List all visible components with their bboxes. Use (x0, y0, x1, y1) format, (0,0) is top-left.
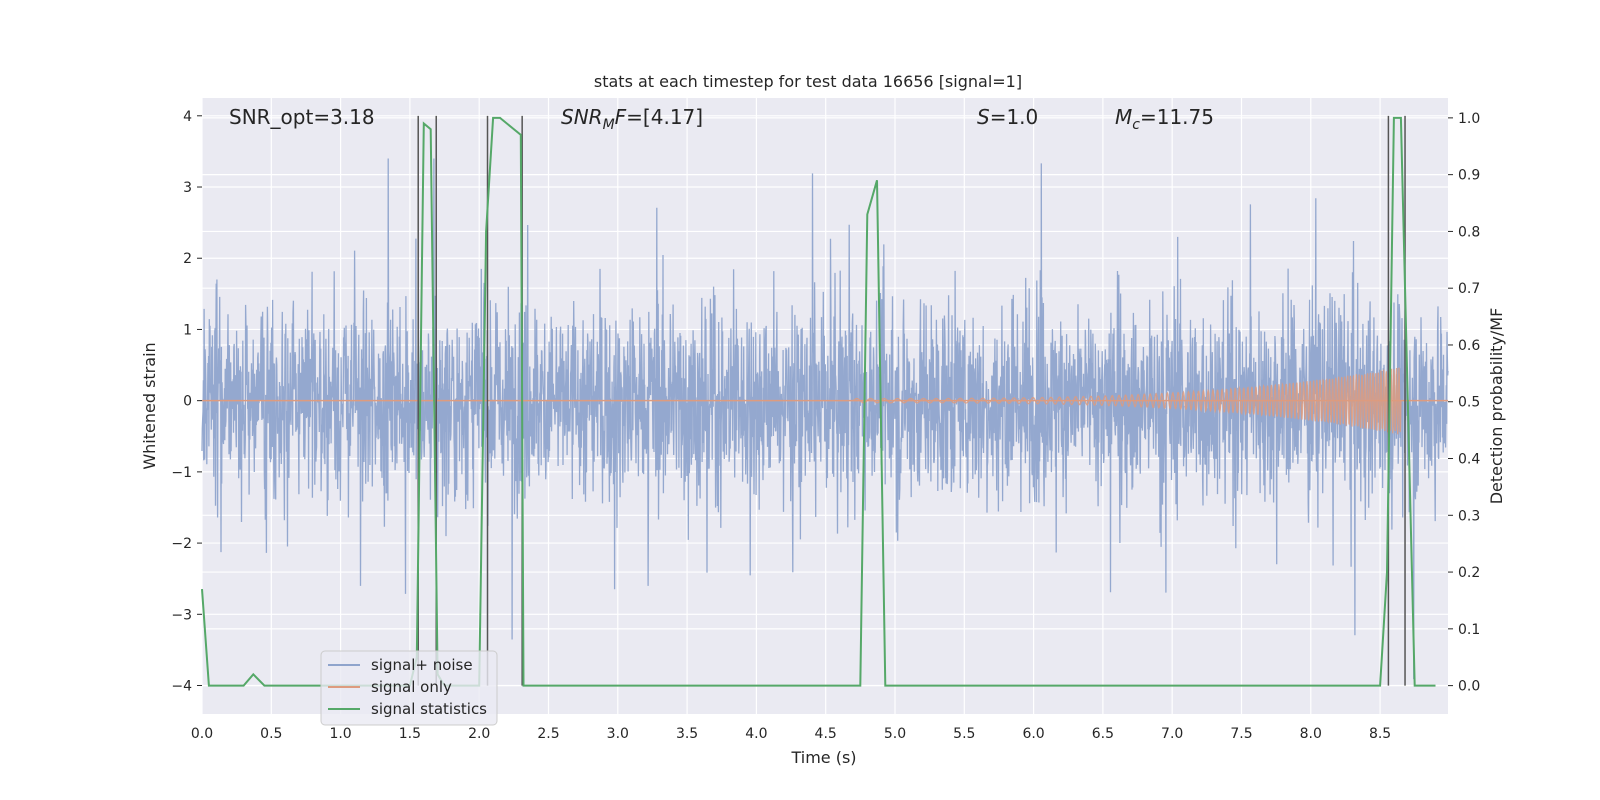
x-tick-label: 6.5 (1092, 726, 1114, 742)
x-tick-label: 7.5 (1230, 726, 1252, 742)
y-left-tick-label: 1 (183, 322, 192, 338)
legend-label-signal-only: signal only (371, 678, 452, 696)
x-tick-label: 2.0 (468, 726, 490, 742)
x-tick-label: 3.5 (676, 726, 698, 742)
s-annotation: S=1.0 (977, 105, 1038, 129)
mc-annotation: Mc=11.75 (1115, 105, 1214, 133)
y-right-tick-label: 0.2 (1458, 565, 1480, 581)
legend-label-signal-statistics: signal statistics (371, 700, 487, 718)
y-right-tick-label: 1.0 (1458, 111, 1480, 127)
chart-title: stats at each timestep for test data 166… (594, 72, 1022, 91)
y-left-tick-label: −2 (171, 536, 192, 552)
legend-box (320, 650, 498, 726)
y-left-tick-labels: −4 −3 −2 −1 0 1 2 3 4 (171, 109, 202, 695)
x-axis-label: Time (s) (790, 748, 856, 767)
x-tick-label: 0.5 (260, 726, 282, 742)
x-tick-label: 4.0 (745, 726, 767, 742)
svg-text:Mc=11.75: Mc=11.75 (1115, 105, 1214, 133)
snr-opt-annotation: SNR_opt=3.18 (229, 105, 375, 129)
x-tick-label: 8.0 (1300, 726, 1322, 742)
signal-only-chirp (852, 367, 1402, 435)
y-right-tick-label: 0.0 (1458, 679, 1480, 695)
x-tick-label: 8.5 (1369, 726, 1391, 742)
y-left-tick-label: −1 (171, 465, 192, 481)
svg-text:SNRMF=[4.17]: SNRMF=[4.17] (561, 105, 703, 133)
signal-only-series (202, 367, 1448, 435)
x-tick-label: 1.5 (399, 726, 421, 742)
signal-statistics-series (201, 116, 1436, 687)
y-left-tick-label: −4 (171, 679, 192, 695)
x-tick-label: 2.5 (537, 726, 559, 742)
x-tick-label: 1.0 (329, 726, 351, 742)
snr-mf-annotation: SNRMF=[4.17] (561, 105, 703, 133)
x-tick-label: 7.0 (1161, 726, 1183, 742)
x-tick-label: 5.5 (953, 726, 975, 742)
y-right-tick-label: 0.3 (1458, 508, 1480, 524)
x-tick-labels: 0.0 0.5 1.0 1.5 2.0 2.5 3.0 3.5 4.0 4.5 5.0 5.5 6.0 6… (191, 726, 1391, 742)
x-tick-label: 5.0 (884, 726, 906, 742)
y-right-tick-labels: 0.0 0.1 0.2 0.3 0.4 0.5 0.6 0.7 0.8 0.9 1.0 (1448, 111, 1480, 695)
svg-text:S=1.0: S=1.0 (977, 105, 1038, 129)
y-right-tick-label: 0.8 (1458, 224, 1480, 240)
y-right-tick-label: 0.7 (1458, 281, 1480, 297)
signal-statistics-line (201, 116, 1436, 687)
x-tick-label: 4.5 (815, 726, 837, 742)
y-right-tick-label: 0.1 (1458, 622, 1480, 638)
y-right-axis-label: Detection probability/MF (1487, 308, 1506, 505)
y-left-tick-label: 4 (183, 109, 192, 125)
y-left-tick-label: −3 (171, 607, 192, 623)
x-tick-label: 3.0 (607, 726, 629, 742)
y-left-tick-label: 2 (183, 251, 192, 267)
y-right-tick-label: 0.4 (1458, 452, 1480, 468)
y-left-tick-label: 0 (183, 394, 192, 410)
x-tick-label: 6.0 (1022, 726, 1044, 742)
legend: signal+ noise signal only signal statist… (320, 650, 498, 726)
x-tick-label: 0.0 (191, 726, 213, 742)
y-right-tick-label: 0.9 (1458, 168, 1480, 184)
y-left-axis-label: Whitened strain (140, 342, 159, 469)
y-right-tick-label: 0.6 (1458, 338, 1480, 354)
legend-label-signal-plus-noise: signal+ noise (371, 656, 473, 674)
y-left-tick-label: 3 (183, 180, 192, 196)
y-right-tick-label: 0.5 (1458, 395, 1480, 411)
